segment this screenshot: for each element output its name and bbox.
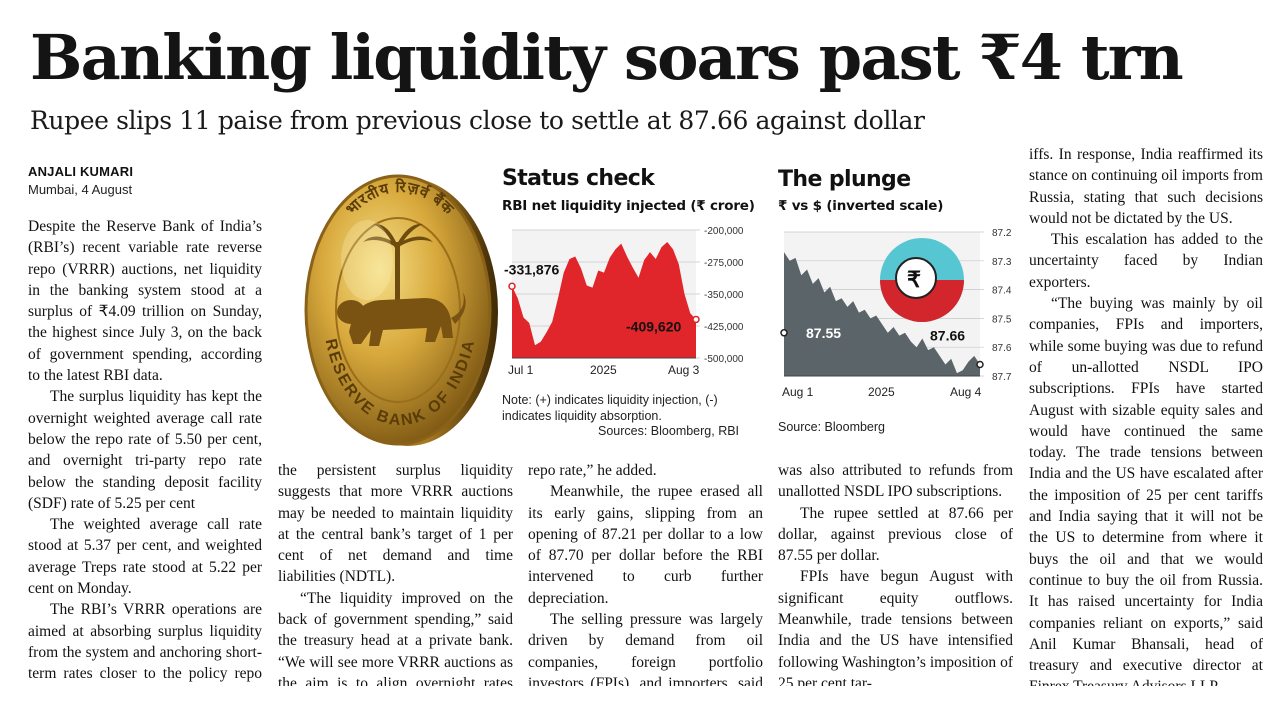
start-point-marker [508,282,516,291]
x-tick-label-year: 2025 [590,363,617,377]
liquidity-chart-source: Sources: Bloomberg, RBI [598,424,740,438]
rupee-area [784,252,980,376]
dateline: Mumbai, 4 August [28,182,133,197]
y-tick-label: -500,000 [704,354,744,365]
end-value-label: 87.66 [930,327,965,343]
paragraph: iffs. In response, India reaffirmed its … [1029,146,1263,227]
article-column-5: iffs. In response, India reaffirmed its … [1029,144,1263,686]
start-point-marker [780,329,788,337]
article-column-1: Despite the Reserve Bank of India’s (RBI… [28,216,262,686]
y-tick-label: -275,000 [704,258,744,269]
y-tick-label: 87.6 [992,343,1012,354]
author-byline: ANJALI KUMARI [28,164,134,179]
paragraph: “The liquidity improved on the back of g… [278,589,513,686]
x-tick-label-year: 2025 [868,385,895,399]
article-column-3: repo rate,” he added. Meanwhile, the rup… [528,460,763,686]
paragraph: Meanwhile, the rupee erased all its earl… [528,483,763,607]
palm-tree-icon [363,223,433,302]
paragraph: The rupee settled at 87.66 per dollar, a… [778,504,1013,565]
liquidity-chart-subtitle: RBI net liquidity injected (₹ crore) [502,198,755,214]
article-column-4: was also attributed to refunds from unal… [778,460,1013,686]
paragraph: repo rate,” he added. [528,462,657,479]
paragraph: FPIs have begun August with significant … [778,568,1013,686]
paragraph: The weighted average call rate stood at … [28,516,262,598]
paragraph: the persistent surplus liquidity suggest… [278,462,513,586]
article-column-2: the persistent surplus liquidity suggest… [278,460,513,686]
y-tick-label: 87.4 [992,286,1012,297]
rupee-chart: 87.2 87.3 87.4 87.5 87.6 87.7 ₹87.55 87.66 Aug 1… [780,228,1012,399]
end-value-label: -409,620 [626,318,681,334]
liquidity-chart-note: Note: (+) indicates liquidity injection,… [502,393,718,423]
paragraph: “The buying was mainly by oil companies,… [1029,295,1263,686]
headline: Banking liquidity soars past ₹4 trn [30,21,1184,94]
y-tick-label: 87.7 [992,372,1012,383]
subheadline: Rupee slips 11 paise from previous close… [30,106,925,135]
y-tick-label: -350,000 [704,290,744,301]
paragraph: Despite the Reserve Bank of India’s (RBI… [28,218,262,385]
y-tick-label: -200,000 [704,226,744,237]
start-value-label: -331,876 [504,261,559,277]
tiger-icon [337,292,466,346]
paragraph: This escalation has added to the uncerta… [1029,231,1263,291]
start-value-label: 87.55 [806,325,841,341]
paragraph: The RBI’s VRRR operations are aimed at a… [28,601,262,683]
y-tick-label: -425,000 [704,322,744,333]
liquidity-area [512,241,696,358]
end-point-marker [976,360,984,369]
x-tick-label-start: Jul 1 [508,363,534,377]
liquidity-chart: -200,000 -275,000 -350,000 -425,000 -500,000… [504,226,744,377]
paragraph: The surplus liquidity has kept the overn… [28,388,262,512]
end-point-marker [692,315,700,324]
rbi-emblem-coin-image: भारतीय रिज़र्व बैंक RESERVE BANK OF INDI… [304,174,498,446]
rupee-chart-title: The plunge [778,167,911,192]
liquidity-chart-title: Status check [502,166,655,191]
y-tick-label: 87.3 [992,257,1012,268]
coin-inner-ring [335,217,461,403]
icon-rupee-glyph: ₹ [907,267,921,292]
rupee-falling-icon: ₹ [880,238,964,322]
paragraph: The selling pressure was largely driven … [528,611,763,686]
rupee-chart-subtitle: ₹ vs $ (inverted scale) [778,198,944,214]
x-tick-label-start: Aug 1 [782,385,814,399]
y-tick-label: 87.5 [992,314,1012,325]
paragraph: was also attributed to refunds from unal… [778,462,1013,501]
rupee-chart-source: Source: Bloomberg [778,420,886,434]
icon-coin [895,257,937,299]
x-tick-label-end: Aug 3 [668,363,700,377]
x-tick-label-end: Aug 4 [950,385,982,399]
y-tick-label: 87.2 [992,228,1012,239]
